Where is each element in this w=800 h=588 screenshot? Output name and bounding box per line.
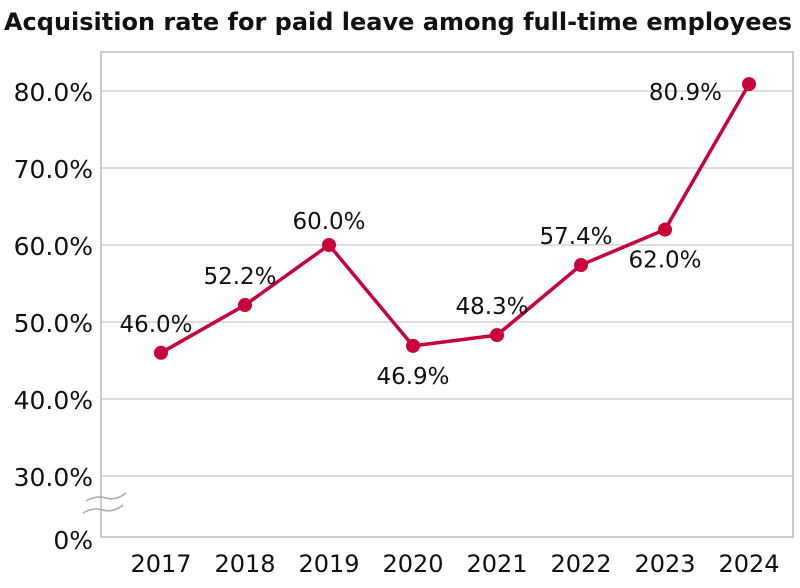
x-tick-label: 2024: [718, 550, 779, 578]
chart-title: Acquisition rate for paid leave among fu…: [4, 8, 792, 36]
y-tick-label: 30.0%: [14, 463, 93, 492]
data-point: [490, 328, 504, 343]
data-label: 46.9%: [376, 364, 449, 390]
y-tick-label: 80.0%: [14, 78, 93, 107]
x-tick-label: 2018: [214, 550, 275, 578]
series-line: [160, 83, 751, 355]
x-tick-label: 2022: [550, 550, 611, 578]
y-baseline-label: 0%: [53, 526, 93, 555]
data-label: 57.4%: [539, 224, 612, 250]
y-tick-label: 40.0%: [14, 386, 93, 415]
y-tick-label: 50.0%: [14, 309, 93, 338]
y-tick-label: 70.0%: [14, 155, 93, 184]
data-label: 52.2%: [203, 264, 276, 290]
x-tick-label: 2023: [634, 550, 695, 578]
plot-frame: [100, 51, 794, 538]
data-point: [406, 338, 420, 353]
data-point: [322, 238, 336, 252]
y-tick-label: 60.0%: [14, 232, 93, 261]
data-point: [238, 298, 252, 313]
x-tick-label: 2020: [382, 550, 443, 578]
data-label: 60.0%: [292, 209, 365, 235]
axis-break-mark: [82, 504, 124, 514]
x-tick-label: 2021: [466, 550, 527, 578]
data-label: 62.0%: [628, 248, 701, 274]
data-point: [742, 77, 756, 92]
x-tick-label: 2019: [298, 550, 359, 578]
data-label: 80.9%: [649, 80, 722, 106]
data-point: [154, 345, 168, 360]
data-point: [658, 222, 672, 237]
x-tick-label: 2017: [130, 550, 191, 578]
data-label: 48.3%: [455, 294, 528, 320]
data-label: 46.0%: [119, 312, 192, 338]
axis-break-mark: [85, 492, 127, 502]
data-point: [574, 258, 588, 273]
